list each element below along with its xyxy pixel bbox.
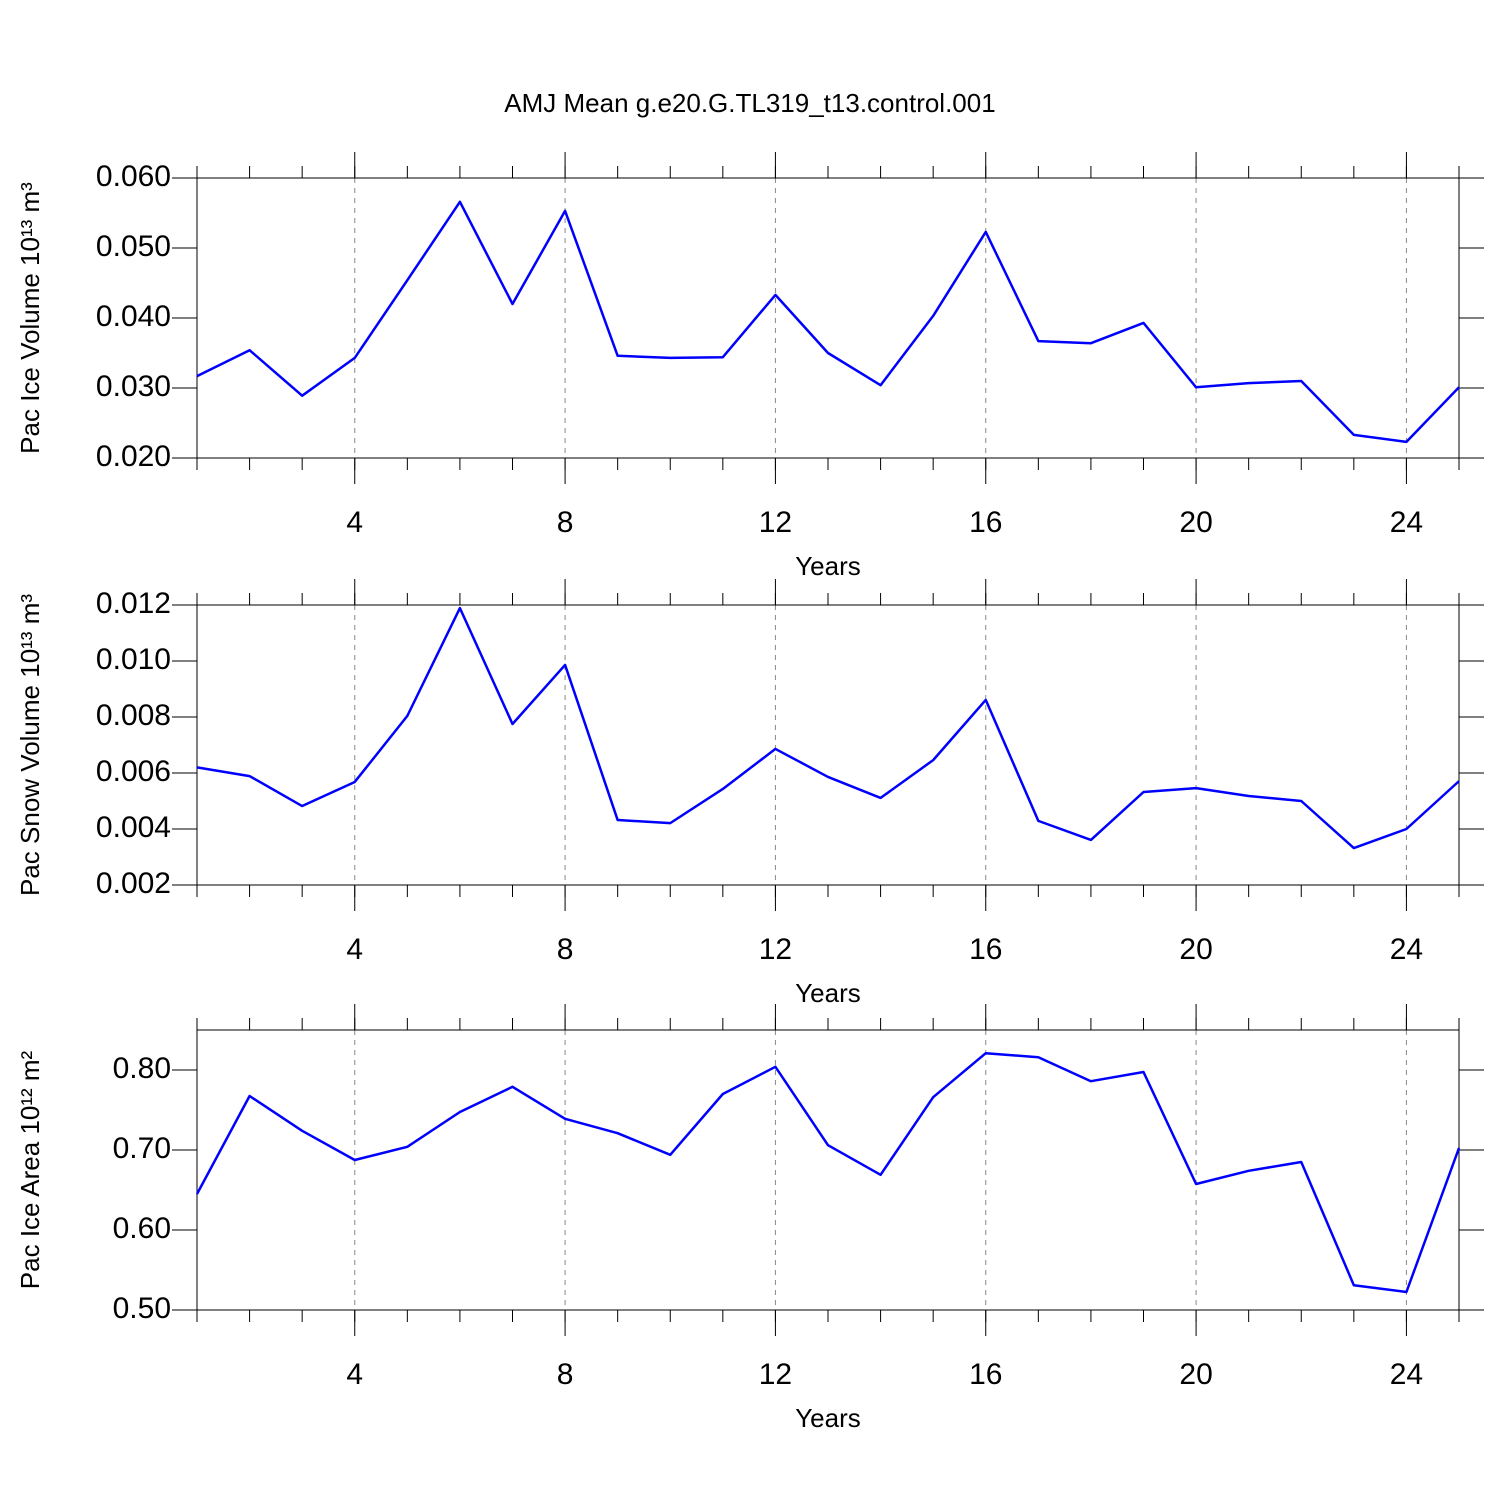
y-tick-label: 0.50	[113, 1292, 171, 1325]
data-line	[195, 1051, 1461, 1294]
y-tick-label: 0.008	[96, 699, 171, 732]
y-tick-label: 0.040	[96, 300, 171, 333]
x-tick-label: 20	[1179, 1358, 1212, 1391]
x-tick-label: 20	[1179, 933, 1212, 966]
x-axis-label: Years	[795, 1403, 861, 1433]
x-tick-label: 12	[759, 506, 792, 539]
x-tick-label: 4	[346, 933, 363, 966]
y-tick-label: 0.010	[96, 643, 171, 676]
y-axis-label: Pac Ice Volume 10¹³ m³	[15, 182, 45, 454]
x-axis-label: Years	[795, 551, 861, 581]
plot-frame	[196, 1029, 1460, 1311]
plot-frame	[196, 177, 1460, 459]
y-tick-label: 0.004	[96, 811, 171, 844]
data-line	[196, 606, 1460, 850]
figure-title: AMJ Mean g.e20.G.TL319_t13.control.001	[504, 88, 995, 118]
x-tick-label: 8	[557, 933, 574, 966]
y-tick-label: 0.030	[96, 370, 171, 403]
y-tick-label: 0.012	[96, 587, 171, 620]
y-tick-label: 0.80	[113, 1052, 171, 1085]
y-tick-label: 0.060	[96, 160, 171, 193]
y-tick-label: 0.002	[96, 867, 171, 900]
x-tick-label: 4	[346, 506, 363, 539]
y-tick-label: 0.70	[113, 1132, 171, 1165]
y-tick-label: 0.020	[96, 440, 171, 473]
x-tick-label: 12	[759, 1358, 792, 1391]
x-tick-label: 4	[346, 1358, 363, 1391]
y-axis-label: Pac Ice Area 10¹² m²	[15, 1050, 45, 1289]
x-tick-label: 16	[969, 1358, 1002, 1391]
x-tick-label: 16	[969, 506, 1002, 539]
y-tick-label: 0.050	[96, 230, 171, 263]
y-tick-label: 0.60	[113, 1212, 171, 1245]
x-tick-label: 20	[1179, 506, 1212, 539]
x-tick-label: 16	[969, 933, 1002, 966]
x-tick-label: 24	[1390, 1358, 1423, 1391]
x-tick-label: 24	[1390, 933, 1423, 966]
x-tick-label: 8	[557, 1358, 574, 1391]
y-tick-label: 0.006	[96, 755, 171, 788]
x-tick-label: 24	[1390, 506, 1423, 539]
x-tick-label: 8	[557, 506, 574, 539]
x-tick-label: 12	[759, 933, 792, 966]
x-axis-label: Years	[795, 978, 861, 1008]
data-line	[196, 200, 1460, 444]
y-axis-label: Pac Snow Volume 10¹³ m³	[15, 594, 45, 896]
plot-frame	[196, 604, 1460, 886]
